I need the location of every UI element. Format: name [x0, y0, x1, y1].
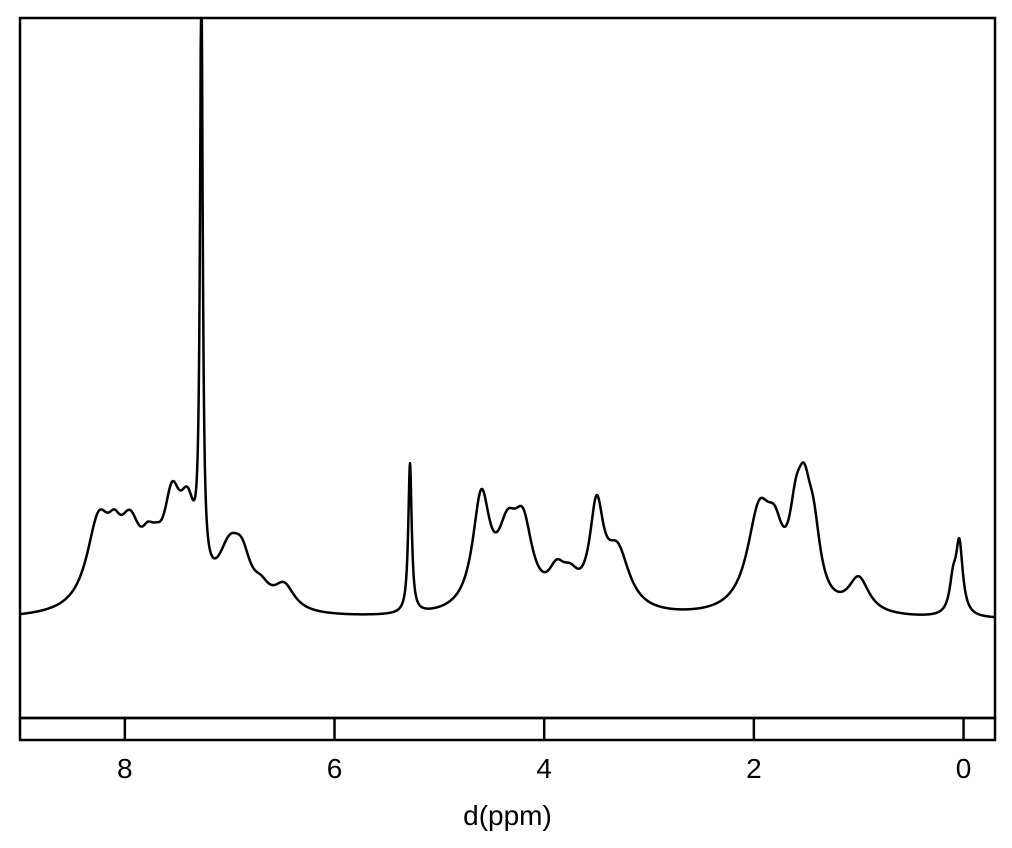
svg-text:0: 0 [956, 753, 972, 784]
chart-svg: 8 6 4 2 0 d(ppm) [0, 0, 1012, 848]
svg-text:4: 4 [536, 753, 552, 784]
nmr-spectrum-chart: 8 6 4 2 0 d(ppm) [0, 0, 1012, 848]
svg-text:8: 8 [117, 753, 133, 784]
svg-text:6: 6 [327, 753, 343, 784]
x-axis-label: d(ppm) [463, 800, 552, 831]
svg-text:2: 2 [746, 753, 762, 784]
